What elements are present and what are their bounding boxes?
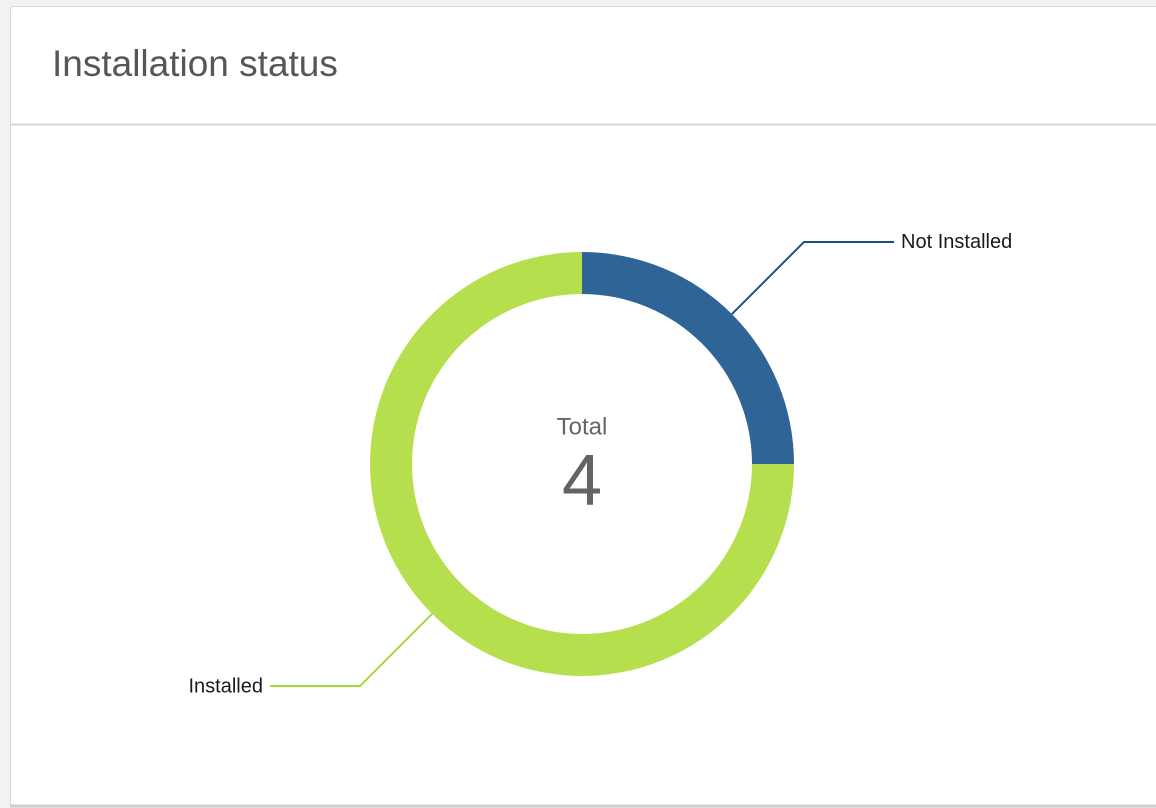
card-border: [10, 6, 1156, 807]
leader-line: [269, 613, 433, 688]
card-title: Installation status: [52, 43, 338, 84]
segment-label: Installed: [188, 675, 263, 697]
center-label: Total: [557, 413, 608, 440]
center-value: 4: [562, 441, 602, 521]
donut-segment: [582, 252, 794, 464]
segment-label: Not Installed: [901, 231, 1012, 253]
leader-line: [731, 240, 895, 315]
